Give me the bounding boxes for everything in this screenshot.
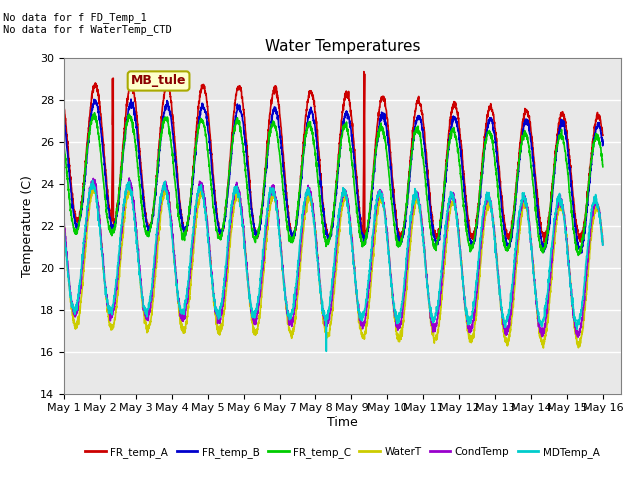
Text: No data for f WaterTemp_CTD: No data for f WaterTemp_CTD [3,24,172,35]
Text: MB_tule: MB_tule [131,74,186,87]
Title: Water Temperatures: Water Temperatures [265,39,420,54]
Legend: FR_temp_A, FR_temp_B, FR_temp_C, WaterT, CondTemp, MDTemp_A: FR_temp_A, FR_temp_B, FR_temp_C, WaterT,… [81,443,604,462]
X-axis label: Time: Time [327,416,358,429]
Text: No data for f FD_Temp_1: No data for f FD_Temp_1 [3,12,147,23]
Y-axis label: Temperature (C): Temperature (C) [22,175,35,276]
